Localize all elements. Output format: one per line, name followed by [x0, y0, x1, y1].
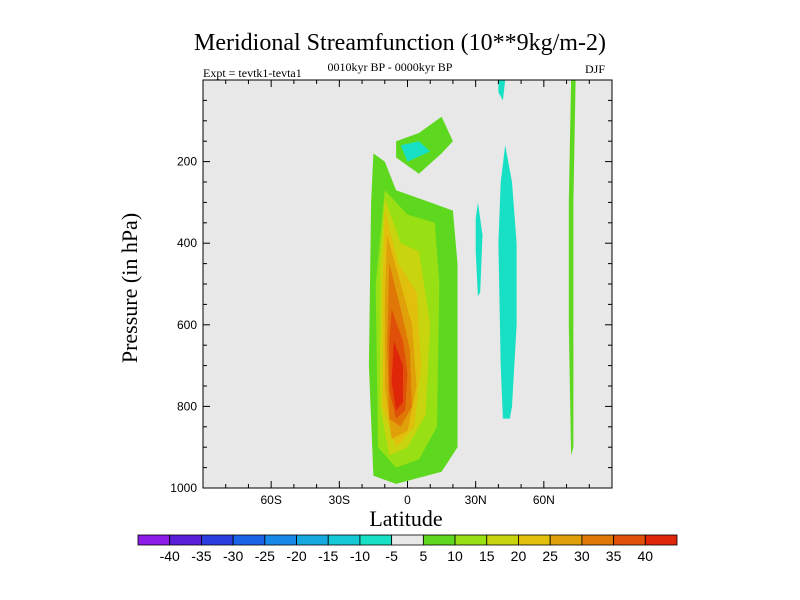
x-tick-label: 30S: [329, 493, 350, 507]
colorbar-box: [391, 534, 424, 546]
colorbar-box: [296, 534, 329, 546]
y-axis-label: Pressure (in hPa): [117, 212, 142, 364]
colorbar-label: -35: [191, 548, 211, 564]
y-tick-label: 800: [177, 399, 197, 413]
colorbar-box: [359, 534, 393, 546]
colorbar-label: -5: [385, 548, 398, 564]
contour-region-upper-cell: [400, 141, 431, 162]
x-tick-label: 30N: [465, 493, 487, 507]
colorbar-label: -30: [223, 548, 243, 564]
colorbar-label: 30: [574, 548, 590, 564]
colorbar-label: 40: [638, 548, 654, 564]
colorbar-box: [454, 534, 488, 546]
colorbar-box: [327, 534, 361, 546]
colorbar-label: -25: [255, 548, 275, 564]
colorbar-label: -10: [350, 548, 370, 564]
x-tick-label: 0: [404, 493, 411, 507]
y-tick-label: 200: [177, 155, 197, 169]
x-tick-label: 60S: [260, 493, 281, 507]
y-tick-label: 400: [177, 236, 197, 250]
colorbar-label: 25: [542, 548, 558, 564]
colorbar-label: 10: [447, 548, 463, 564]
colorbar-box: [169, 534, 202, 546]
colorbar-label: -40: [160, 548, 180, 564]
colorbar-box: [518, 534, 551, 546]
period-label: 0010kyr BP - 0000kyr BP: [327, 60, 453, 74]
colorbar-box: [422, 534, 456, 546]
y-tick-label: 1000: [170, 481, 197, 495]
chart-title: Meridional Streamfunction (10**9kg/m-2): [194, 30, 606, 56]
colorbar-box: [137, 534, 171, 546]
colorbar-label: -20: [286, 548, 306, 564]
colorbar-box: [644, 534, 678, 546]
contour-region-band-35n: [475, 202, 483, 297]
colorbar-label: -15: [318, 548, 338, 564]
colorbar-label: 20: [511, 548, 527, 564]
colorbar-box: [264, 534, 297, 546]
colorbar-box: [581, 534, 614, 546]
y-tick-label: 600: [177, 318, 197, 332]
contour-region-band-70n: [568, 80, 576, 456]
contour-region-hadley-positive: [391, 341, 403, 411]
experiment-label: Expt = tevtk1-tevta1: [203, 66, 302, 80]
contour-region-band-45n: [498, 145, 517, 419]
x-tick-label: 60N: [533, 493, 555, 507]
colorbar-label: 35: [606, 548, 622, 564]
colorbar-box: [549, 534, 583, 546]
colorbar-box: [201, 534, 234, 546]
colorbar-box: [613, 534, 646, 546]
x-axis-label: Latitude: [369, 506, 443, 531]
colorbar-label: 5: [419, 548, 427, 564]
colorbar-box: [232, 534, 266, 546]
colorbar-box: [486, 534, 519, 546]
season-label: DJF: [585, 62, 606, 76]
contour-region-band-45n: [498, 80, 506, 101]
colorbar-label: 15: [479, 548, 495, 564]
